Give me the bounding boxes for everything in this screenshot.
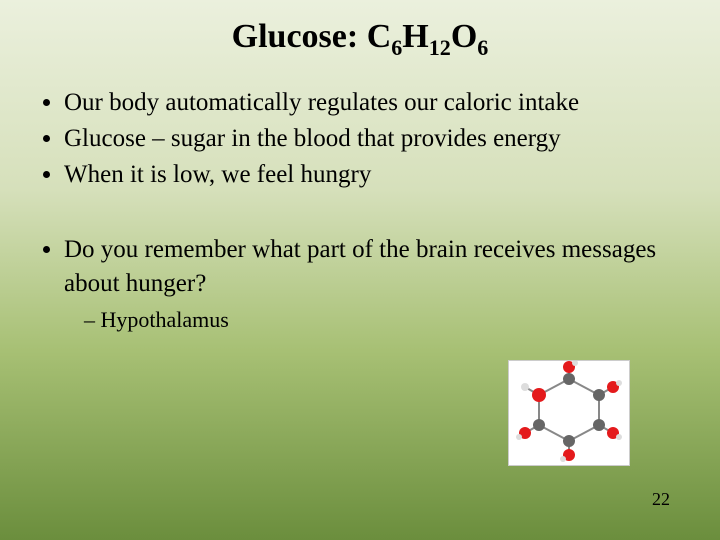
molecule-icon: [509, 361, 629, 465]
slide-content: Our body automatically regulates our cal…: [0, 66, 720, 334]
slide: Glucose: C6H12O6 Our body automatically …: [0, 0, 720, 540]
sub-bullet-list: Hypothalamus: [64, 305, 690, 335]
sub-bullet-item: Hypothalamus: [84, 305, 690, 335]
title-text-1: Glucose: C: [232, 18, 392, 55]
title-text-2: H: [402, 18, 428, 55]
bullet-item: Do you remember what part of the brain r…: [64, 233, 690, 334]
bullet-item: Glucose – sugar in the blood that provid…: [64, 122, 690, 156]
title-sub-1: 6: [391, 35, 402, 60]
bullet-question-text: Do you remember what part of the brain r…: [64, 236, 656, 297]
title-sub-3: 6: [477, 35, 488, 60]
bullet-item: When it is low, we feel hungry: [64, 158, 690, 192]
bullet-list-1: Our body automatically regulates our cal…: [30, 86, 690, 191]
title-sub-2: 12: [429, 35, 451, 60]
glucose-molecule-image: [508, 360, 630, 466]
page-number: 22: [652, 489, 670, 510]
bullet-list-2: Do you remember what part of the brain r…: [30, 233, 690, 334]
title-text-3: O: [451, 18, 477, 55]
slide-title: Glucose: C6H12O6: [0, 0, 720, 66]
bullet-item: Our body automatically regulates our cal…: [64, 86, 690, 120]
spacer: [30, 193, 690, 233]
